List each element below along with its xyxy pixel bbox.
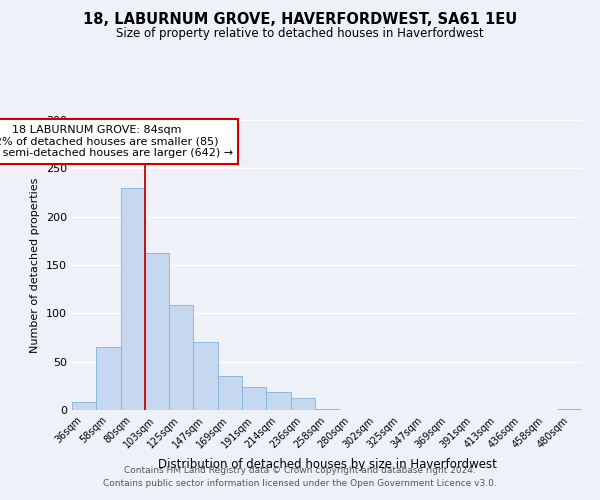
Bar: [266, 392, 290, 410]
Bar: [315, 409, 339, 410]
Bar: [290, 398, 315, 410]
Bar: [558, 409, 582, 410]
Text: Contains HM Land Registry data © Crown copyright and database right 2024.
Contai: Contains HM Land Registry data © Crown c…: [103, 466, 497, 487]
Bar: [218, 376, 242, 410]
Bar: [242, 387, 266, 410]
Bar: [145, 254, 169, 410]
Bar: [169, 304, 193, 410]
Bar: [96, 347, 121, 410]
Bar: [121, 188, 145, 410]
X-axis label: Distribution of detached houses by size in Haverfordwest: Distribution of detached houses by size …: [158, 458, 496, 471]
Y-axis label: Number of detached properties: Number of detached properties: [31, 178, 40, 352]
Text: 18, LABURNUM GROVE, HAVERFORDWEST, SA61 1EU: 18, LABURNUM GROVE, HAVERFORDWEST, SA61 …: [83, 12, 517, 28]
Bar: [72, 402, 96, 410]
Text: 18 LABURNUM GROVE: 84sqm
← 12% of detached houses are smaller (85)
88% of semi-d: 18 LABURNUM GROVE: 84sqm ← 12% of detach…: [0, 125, 233, 158]
Text: Size of property relative to detached houses in Haverfordwest: Size of property relative to detached ho…: [116, 28, 484, 40]
Bar: [193, 342, 218, 410]
